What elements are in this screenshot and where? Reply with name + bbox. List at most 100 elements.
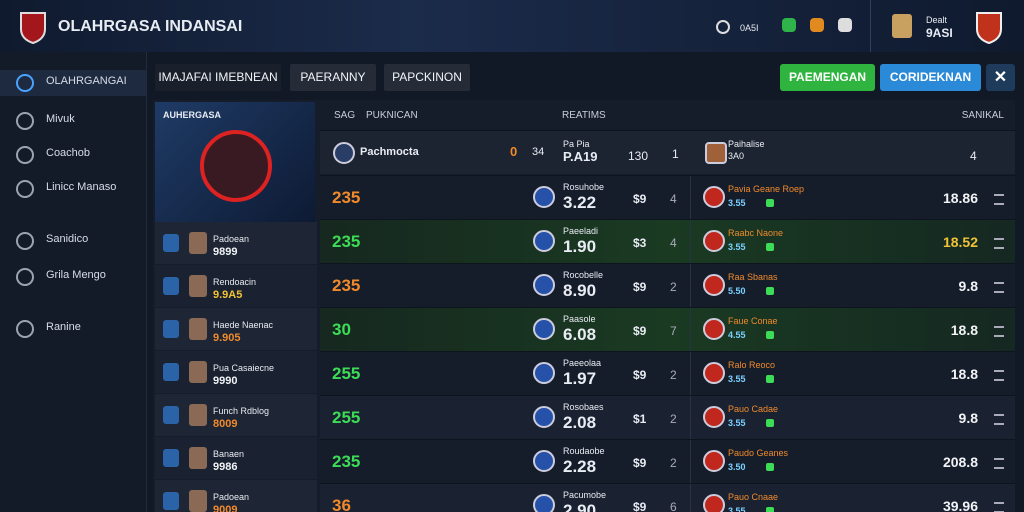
team-name: Rocobelle [563, 270, 604, 280]
player-row[interactable]: Rendoacin 9.9A5 [155, 265, 317, 307]
divider [690, 396, 691, 439]
num: 4 [670, 192, 677, 206]
total: 18.86 [942, 190, 978, 206]
num: 1 [672, 147, 679, 161]
menu-icon[interactable] [994, 370, 1004, 381]
featured-row[interactable]: Pachmocta 0 34 Pa Pia P.A19 130 1 Paihalise 3A0 4 [320, 130, 1015, 174]
player-badge [163, 363, 179, 381]
player-badge [163, 320, 179, 338]
feature-card[interactable]: AUHERGASA [155, 102, 315, 224]
stake: $9 [633, 456, 647, 470]
odds: 130 [628, 149, 649, 163]
team-name: Pacumobe [563, 490, 607, 500]
match-row[interactable]: 235 Roudaobe 2.28 $9 2 Paudo Geanes 3.50 208.8 [320, 439, 1015, 483]
stake: $9 [633, 324, 647, 338]
total: 18.8 [950, 322, 978, 338]
menu-icon[interactable] [994, 458, 1004, 469]
player-row[interactable]: Funch Rdblog 8009 [155, 394, 317, 436]
team-icon [533, 450, 555, 472]
player-badge [163, 492, 179, 510]
match-row[interactable]: 235 Rocobelle 8.90 $9 2 Raa Sbanas 5.50 9.8 [320, 263, 1015, 307]
divider [690, 220, 691, 263]
sidebar-label: Ranine [46, 321, 81, 333]
team-icon [703, 230, 725, 252]
menu-icon[interactable] [994, 194, 1004, 205]
menu-icon[interactable] [994, 414, 1004, 425]
team-icon [533, 318, 555, 340]
close-button[interactable]: ✕ [986, 64, 1015, 91]
match-row[interactable]: 36 Pacumobe 2.90 $9 6 Pauo Cnaae 3.55 39.96 [320, 483, 1015, 512]
player-row[interactable]: Haede Naenac 9.905 [155, 308, 317, 350]
player-avatar [189, 232, 207, 254]
total: 39.96 [942, 498, 978, 512]
player-name: Haede Naenac [213, 320, 274, 330]
sidebar-icon [16, 112, 34, 130]
match-row[interactable]: 235 Rosuhobe 3.22 $9 4 Pavia Geane Roep 3.55 18… [320, 175, 1015, 219]
player-value: 9990 [213, 375, 238, 387]
menu-icon[interactable] [994, 502, 1004, 512]
sidebar-label: Coachob [46, 147, 91, 159]
sidebar-item[interactable]: Grila Mengo [0, 264, 146, 300]
odds: 6.08 [563, 325, 597, 344]
total: 18.52 [942, 234, 978, 250]
status-icon [782, 18, 796, 32]
num: 2 [670, 280, 677, 294]
sidebar-item[interactable]: OLAHRGANGAI [0, 70, 146, 96]
odds: 3.22 [563, 193, 597, 212]
match-row[interactable]: 255 Paeeolaa 1.97 $9 2 Ralo Reoco 3.55 18.8 [320, 351, 1015, 395]
menu-icon[interactable] [994, 238, 1004, 249]
sidebar-item[interactable]: Mivuk [0, 108, 146, 134]
badge [766, 243, 774, 251]
app-title: OLAHRGASA INDANSAI [58, 18, 243, 35]
sidebar-item[interactable]: Coachob [0, 142, 146, 168]
player-badge [163, 406, 179, 424]
sidebar-item[interactable]: Sanidico [0, 228, 146, 254]
player-row[interactable]: Banaen 9986 [155, 437, 317, 479]
sidebar-item[interactable]: Linicc Manaso [0, 176, 146, 212]
right-odds: 3.55 [728, 418, 746, 428]
right-team: Ralo Reoco [728, 360, 776, 370]
odds: 2.08 [563, 413, 597, 432]
team-name: Paasole [563, 314, 596, 324]
divider [690, 352, 691, 395]
team-icon [703, 274, 725, 296]
odds: 8.90 [563, 281, 597, 300]
match-row[interactable]: 255 Rosobaes 2.08 $1 2 Pauo Cadae 3.55 9.8 [320, 395, 1015, 439]
match-row[interactable]: 30 Paasole 6.08 $9 7 Faue Conae 4.55 18.8 [320, 307, 1015, 351]
player-name: Padoean [213, 492, 250, 502]
sidebar-item[interactable]: Ranine [0, 316, 146, 342]
right-team: Paudo Geanes [728, 448, 789, 458]
total: 208.8 [942, 454, 978, 470]
menu-icon[interactable] [994, 326, 1004, 337]
player-avatar [189, 447, 207, 469]
player-name: Rendoacin [213, 277, 257, 287]
divider [690, 440, 691, 483]
score: 30 [332, 320, 351, 339]
stake: $9 [633, 280, 647, 294]
team-name: Paeeolaa [563, 358, 602, 368]
player-name: Pua Casaiecne [213, 363, 275, 373]
odds: 2.90 [563, 501, 597, 512]
score: 255 [332, 408, 361, 427]
player-row[interactable]: Padoean 9899 [155, 222, 317, 264]
right-odds: 3.55 [728, 374, 746, 384]
player-row[interactable]: Padoean 9009 [155, 480, 317, 512]
action-button[interactable]: PAEMENGAN [780, 64, 875, 91]
player-badge [163, 277, 179, 295]
tab[interactable]: IMAJAFAI IMEBNEAN [155, 64, 281, 91]
tab[interactable]: PAERANNY [290, 64, 376, 91]
menu-icon[interactable] [994, 282, 1004, 293]
action-button[interactable]: CORIDEKNAN [880, 64, 981, 91]
player-avatar [189, 318, 207, 340]
right-odds: 3.50 [728, 462, 746, 472]
team-icon [705, 142, 727, 164]
tab[interactable]: PAPCKINON [384, 64, 470, 91]
score: 235 [332, 452, 361, 471]
player-row[interactable]: Pua Casaiecne 9990 [155, 351, 317, 393]
badge [766, 507, 774, 512]
total: 9.8 [958, 278, 978, 294]
match-row[interactable]: 235 Paeeladi 1.90 $3 4 Raabc Naone 3.55 18.52 [320, 219, 1015, 263]
player-value: 9.905 [213, 332, 241, 344]
label: Pa Pia [563, 139, 590, 149]
divider [690, 484, 691, 512]
